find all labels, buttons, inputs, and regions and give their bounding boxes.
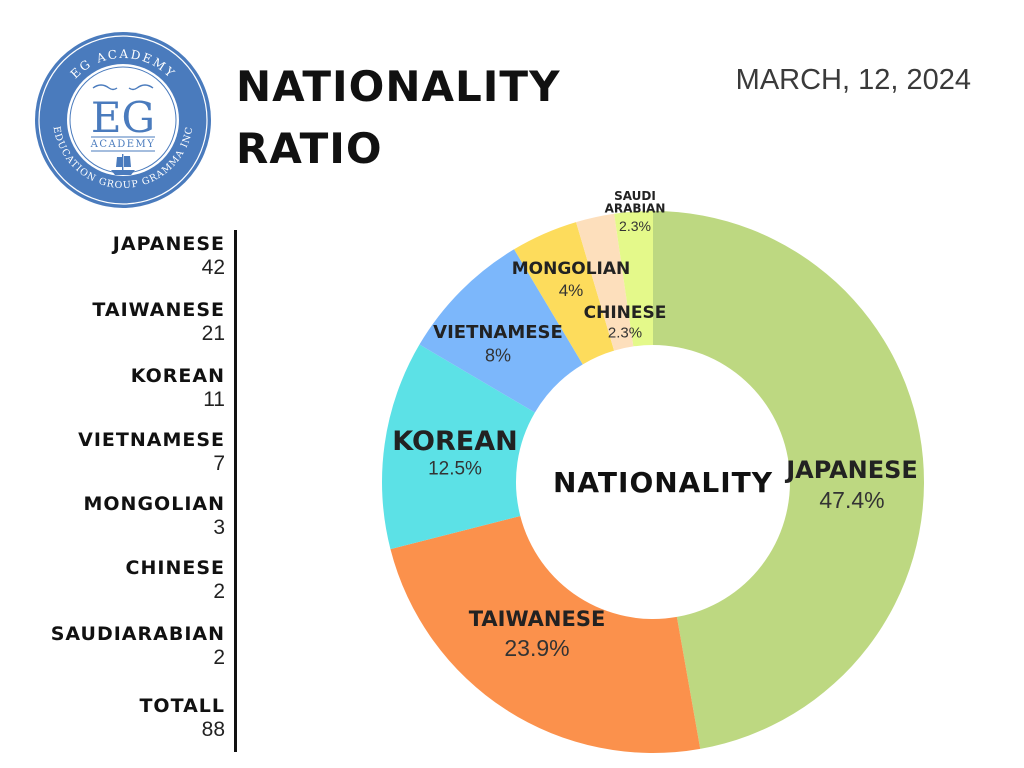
eg-academy-logo: EG ACADEMY EDUCATION GROUP GRAMMA INC EG… (35, 32, 211, 208)
slice-value-vietnamese: 8% (485, 345, 511, 365)
list-item-name: VIETNAMESE (78, 429, 225, 451)
list-item: TAIWANESE 21 (25, 298, 225, 346)
slice-value-mongolian: 4% (559, 281, 584, 300)
list-item-count: 3 (213, 516, 225, 539)
list-item-name: JAPANESE (112, 233, 225, 255)
donut-slices (382, 211, 924, 753)
total-row: TOTALL 88 (25, 694, 225, 742)
list-item-name: SAUDIARABIAN (50, 623, 225, 645)
logo-flourish (92, 84, 154, 91)
donut-slice-japanese (653, 211, 924, 749)
list-item-name: MONGOLIAN (83, 493, 225, 515)
slice-label-saudi-arabian: SAUDI (614, 189, 656, 203)
donut-slice-saudi-arabian (614, 211, 653, 347)
slice-label-mongolian: MONGOLIAN (512, 259, 631, 279)
list-item: SAUDIARABIAN 2 (25, 622, 225, 670)
list-item: JAPANESE 42 (25, 232, 225, 280)
slice-label-japanese: JAPANESE (784, 456, 918, 484)
ship-icon (111, 154, 135, 175)
list-item: KOREAN 11 (25, 364, 225, 412)
page-title-line-1: NATIONALITY (236, 62, 561, 111)
list-item: CHINESE 2 (25, 556, 225, 604)
list-item-count: 42 (201, 256, 225, 279)
donut-slice-taiwanese (390, 515, 701, 753)
total-label: TOTALL (139, 695, 225, 717)
slice-label-saudi-arabian: ARABIAN (605, 202, 666, 216)
logo-monogram: EG (91, 93, 155, 142)
slice-value-japanese: 47.4% (819, 487, 884, 513)
list-item-count: 7 (213, 452, 225, 475)
logo-inner-disc (67, 64, 179, 176)
slice-value-saudi-arabian: 2.3% (619, 218, 651, 234)
slice-value-taiwanese: 23.9% (504, 635, 569, 661)
report-date: MARCH, 12, 2024 (735, 64, 971, 96)
slice-value-chinese: 2.3% (608, 325, 642, 342)
list-item-name: CHINESE (125, 557, 225, 579)
list-item-name: TAIWANESE (92, 299, 225, 321)
slice-value-korean: 12.5% (428, 459, 482, 480)
donut-slice-vietnamese (419, 249, 583, 413)
slice-label-vietnamese: VIETNAMESE (433, 322, 563, 343)
slice-label-chinese: CHINESE (584, 303, 667, 323)
list-item-count: 21 (201, 322, 225, 345)
page-title-line-2: RATIO (236, 124, 383, 173)
list-item-count: 2 (213, 646, 225, 669)
donut-slice-chinese (576, 213, 634, 351)
donut-slice-mongolian (514, 222, 615, 365)
list-item-count: 11 (203, 388, 225, 411)
list-item: VIETNAMESE 7 (25, 428, 225, 476)
donut-slice-korean (382, 344, 535, 550)
list-item-count: 2 (213, 580, 225, 603)
slice-label-taiwanese: TAIWANESE (469, 607, 606, 631)
list-item-name: KOREAN (130, 365, 225, 387)
total-count: 88 (201, 718, 225, 741)
slice-label-korean: KOREAN (392, 426, 517, 457)
list-divider-line (234, 230, 237, 752)
list-item: MONGOLIAN 3 (25, 492, 226, 540)
logo-banner-text: ACADEMY (90, 139, 156, 150)
donut-center-label: NATIONALITY (553, 466, 773, 499)
